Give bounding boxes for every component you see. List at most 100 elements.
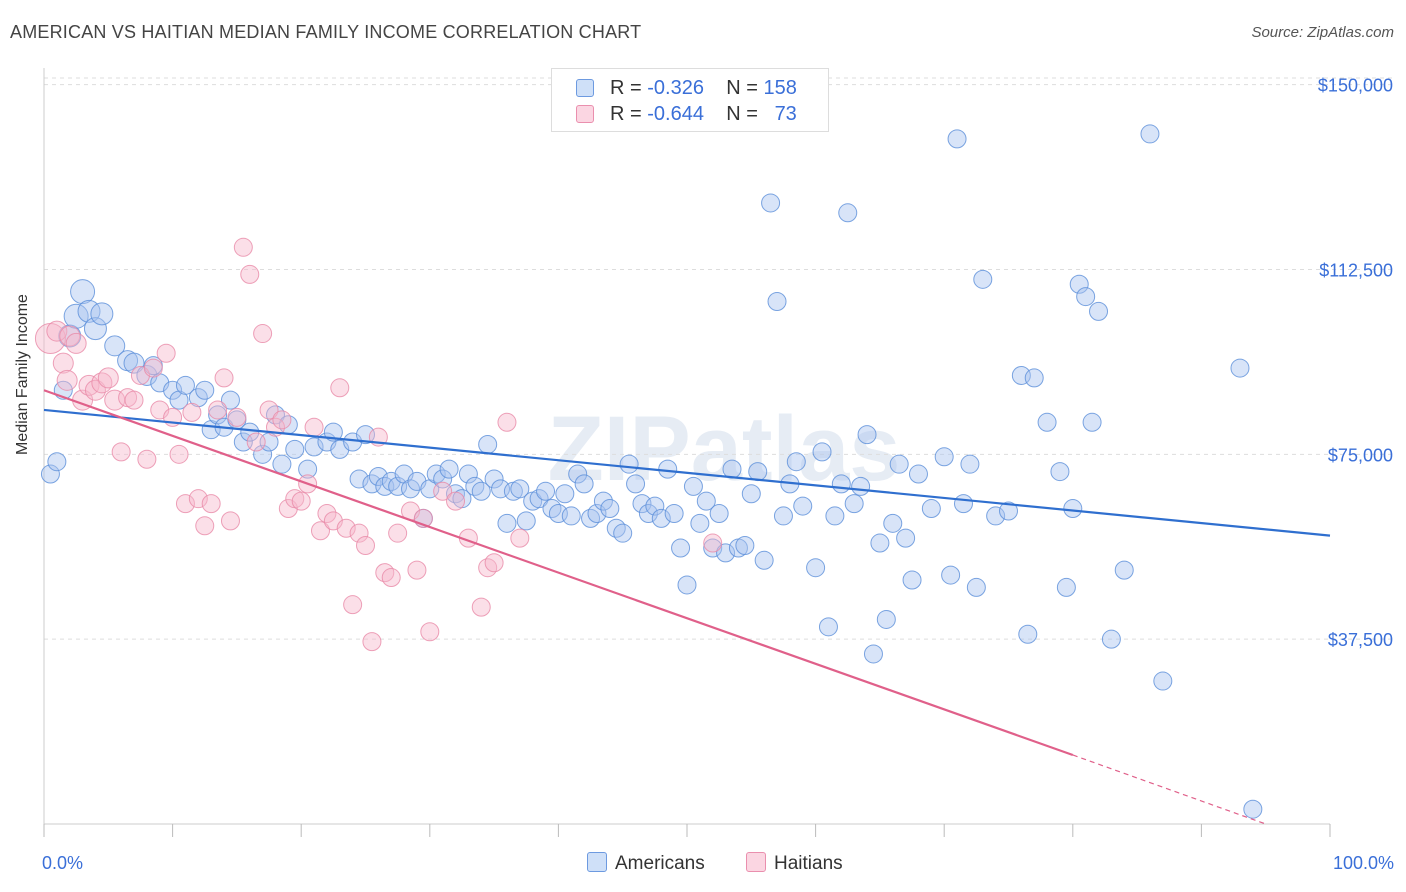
haitians-point [510, 528, 530, 548]
americans-point [999, 501, 1018, 521]
americans-point [458, 464, 478, 484]
haitians-point [195, 516, 215, 536]
americans-point [986, 506, 1006, 526]
americans-point [889, 454, 909, 474]
americans-point [1230, 358, 1250, 378]
americans-point [587, 503, 607, 523]
americans-point [47, 452, 67, 472]
americans-point [941, 565, 961, 585]
americans-point [651, 508, 671, 528]
legend-n-label: N = [726, 77, 758, 99]
haitians-point [420, 622, 440, 642]
haitians-point [111, 442, 131, 462]
americans-point [574, 474, 594, 494]
americans-point [593, 491, 613, 511]
americans-point [529, 489, 549, 509]
haitians-point [253, 324, 273, 344]
legend-r-value: -0.644 [647, 103, 704, 125]
americans-point [761, 193, 781, 213]
americans-point [298, 459, 318, 479]
americans-point [876, 609, 896, 629]
americans-point [426, 464, 446, 484]
americans-point [703, 538, 723, 558]
haitians-point [227, 407, 247, 427]
americans-point [40, 464, 60, 484]
americans-point [806, 558, 826, 578]
americans-label: Americans [615, 853, 705, 874]
americans-point [947, 129, 967, 149]
americans-point [471, 481, 491, 501]
haitians-point [201, 494, 221, 514]
y-axis-label: Median Family Income [14, 294, 31, 455]
americans-point [973, 269, 993, 289]
haitians-point [703, 533, 723, 553]
haitians-point [291, 491, 311, 511]
haitians-point [208, 400, 228, 420]
haitians-point [471, 597, 491, 617]
americans-point [851, 476, 871, 496]
haitians-point [388, 523, 408, 543]
americans-swatch [587, 852, 607, 872]
americans-point [934, 447, 954, 467]
americans-point [478, 434, 498, 454]
americans-point [401, 479, 421, 499]
americans-point [253, 444, 273, 464]
americans-point [1082, 412, 1102, 432]
americans-point [606, 518, 626, 538]
americans-point [748, 462, 768, 482]
americans-point [104, 335, 126, 357]
americans-point [818, 617, 838, 637]
americans-trend-line [43, 408, 1331, 537]
americans-point [677, 575, 697, 595]
americans-point [1153, 671, 1173, 691]
americans-point [272, 454, 292, 474]
haitians-swatch [746, 852, 766, 872]
haitians-point [220, 511, 240, 531]
americans-point [671, 538, 691, 558]
legend-n-label: N = [726, 103, 758, 125]
americans-point [793, 496, 813, 516]
americans-point [581, 508, 601, 528]
haitians-point [336, 518, 356, 538]
y-tick-label: $150,000 [1318, 76, 1393, 96]
americans-point [690, 513, 710, 533]
americans-point [123, 352, 145, 374]
americans-point [812, 442, 832, 462]
americans-point [304, 437, 324, 457]
americans-point [1063, 499, 1083, 519]
americans-point [754, 550, 774, 570]
haitians-point [362, 632, 382, 652]
haitians-point [375, 563, 395, 583]
y-tick-label: $37,500 [1328, 630, 1393, 650]
americans-point [1069, 274, 1089, 294]
americans-point [831, 474, 851, 494]
americans-point [902, 570, 922, 590]
americans-point [1101, 629, 1121, 649]
haitians-point [497, 412, 517, 432]
americans-point [741, 484, 761, 504]
haitians-point [310, 521, 330, 541]
haitians-label: Haitians [774, 853, 843, 874]
haitians-point [484, 553, 504, 573]
americans-point [773, 506, 793, 526]
americans-point [368, 467, 388, 487]
correlation-legend: R = -0.326 N = 158 R = -0.644 N = 73 [551, 68, 829, 132]
haitians-point [433, 481, 453, 501]
americans-point [953, 494, 973, 514]
haitians-point [52, 352, 74, 374]
haitians-point [478, 558, 498, 578]
americans-point [638, 503, 658, 523]
x-tick-label: 100.0% [1333, 853, 1394, 873]
americans-point [240, 422, 260, 442]
haitians-point [65, 332, 87, 354]
americans-point [1037, 412, 1057, 432]
legend-r-value: -0.326 [647, 77, 704, 99]
americans-point [722, 459, 742, 479]
haitians-point [56, 369, 78, 391]
americans-point [960, 454, 980, 474]
americans-point [195, 380, 215, 400]
y-tick-label: $75,000 [1328, 445, 1393, 465]
americans-point [1056, 577, 1076, 597]
americans-point [465, 476, 485, 496]
